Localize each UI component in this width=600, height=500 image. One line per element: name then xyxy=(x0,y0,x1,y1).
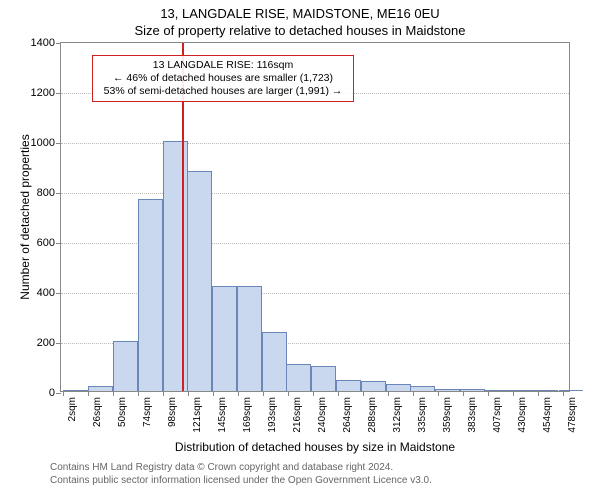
annotation-line: 53% of semi-detached houses are larger (… xyxy=(99,85,347,98)
xtick-label: 145sqm xyxy=(217,397,228,433)
xtick-label: 359sqm xyxy=(442,397,453,433)
gridline-h xyxy=(61,193,569,194)
annotation-line: ← 46% of detached houses are smaller (1,… xyxy=(99,72,347,85)
xtick-label: 454sqm xyxy=(542,397,553,433)
xtick-mark xyxy=(288,391,289,396)
xtick-label: 383sqm xyxy=(467,397,478,433)
ytick-mark xyxy=(56,43,61,44)
ytick-mark xyxy=(56,393,61,394)
xtick-mark xyxy=(188,391,189,396)
ytick-mark xyxy=(56,143,61,144)
xtick-mark xyxy=(138,391,139,396)
xtick-label: 312sqm xyxy=(392,397,403,433)
xtick-mark xyxy=(463,391,464,396)
xtick-label: 169sqm xyxy=(242,397,253,433)
xtick-mark xyxy=(238,391,239,396)
xtick-label: 193sqm xyxy=(267,397,278,433)
footer-line-1: Contains HM Land Registry data © Crown c… xyxy=(50,462,580,475)
y-axis-label: Number of detached properties xyxy=(18,134,32,299)
xtick-mark xyxy=(413,391,414,396)
xtick-label: 288sqm xyxy=(367,397,378,433)
xtick-mark xyxy=(513,391,514,396)
xtick-mark xyxy=(263,391,264,396)
xtick-mark xyxy=(488,391,489,396)
footer-attribution: Contains HM Land Registry data © Crown c… xyxy=(50,462,580,487)
histogram-bar xyxy=(113,341,138,391)
histogram-bar xyxy=(187,171,212,391)
xtick-label: 26sqm xyxy=(92,397,103,427)
ytick-mark xyxy=(56,193,61,194)
x-axis-label: Distribution of detached houses by size … xyxy=(60,440,570,454)
histogram-bar xyxy=(138,199,163,392)
ytick-mark xyxy=(56,93,61,94)
xtick-mark xyxy=(363,391,364,396)
histogram-bar xyxy=(386,384,411,392)
xtick-mark xyxy=(313,391,314,396)
xtick-mark xyxy=(63,391,64,396)
histogram-bar xyxy=(212,286,237,391)
histogram-bar xyxy=(88,386,113,391)
chart-container: 02004006008001000120014002sqm26sqm50sqm7… xyxy=(0,0,600,500)
ytick-mark xyxy=(56,343,61,344)
xtick-label: 2sqm xyxy=(67,397,78,421)
histogram-bar xyxy=(286,364,311,392)
xtick-mark xyxy=(163,391,164,396)
xtick-label: 50sqm xyxy=(117,397,128,427)
footer-line-2: Contains public sector information licen… xyxy=(50,475,580,488)
xtick-label: 430sqm xyxy=(517,397,528,433)
annotation-box: 13 LANGDALE RISE: 116sqm← 46% of detache… xyxy=(92,55,354,102)
xtick-label: 216sqm xyxy=(292,397,303,433)
ytick-mark xyxy=(56,243,61,244)
xtick-mark xyxy=(213,391,214,396)
gridline-h xyxy=(61,143,569,144)
xtick-label: 264sqm xyxy=(342,397,353,433)
xtick-mark xyxy=(538,391,539,396)
xtick-mark xyxy=(388,391,389,396)
histogram-bar xyxy=(311,366,336,391)
ytick-mark xyxy=(56,293,61,294)
xtick-mark xyxy=(88,391,89,396)
xtick-label: 407sqm xyxy=(492,397,503,433)
xtick-mark xyxy=(438,391,439,396)
histogram-bar xyxy=(237,286,262,391)
histogram-bar xyxy=(336,380,361,391)
xtick-mark xyxy=(563,391,564,396)
histogram-bar xyxy=(262,332,287,391)
histogram-bar xyxy=(361,381,386,391)
histogram-bar xyxy=(163,141,188,391)
xtick-label: 98sqm xyxy=(167,397,178,427)
histogram-bar xyxy=(63,390,88,391)
xtick-label: 335sqm xyxy=(417,397,428,433)
xtick-mark xyxy=(113,391,114,396)
xtick-label: 240sqm xyxy=(317,397,328,433)
xtick-label: 74sqm xyxy=(142,397,153,427)
annotation-line: 13 LANGDALE RISE: 116sqm xyxy=(99,59,347,72)
xtick-label: 478sqm xyxy=(567,397,578,433)
xtick-label: 121sqm xyxy=(192,397,203,433)
xtick-mark xyxy=(338,391,339,396)
